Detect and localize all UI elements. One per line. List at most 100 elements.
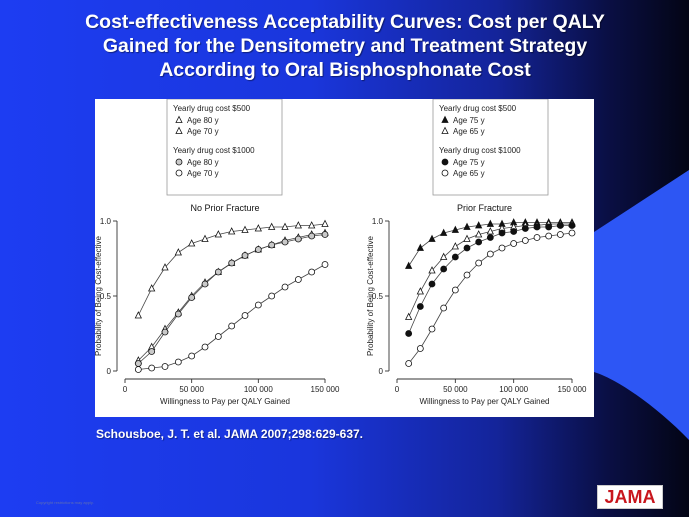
series-age-75-y-cost-1000 — [405, 222, 576, 337]
data-point-marker — [188, 294, 196, 301]
data-point-marker — [556, 231, 564, 238]
y-tick-label: 1.0 — [100, 217, 112, 226]
data-point-marker — [441, 158, 449, 166]
data-point-marker — [440, 265, 448, 273]
y-tick-label: 0.5 — [372, 292, 384, 301]
data-point-marker — [254, 246, 262, 253]
data-point-marker — [174, 310, 182, 318]
data-point-marker — [175, 126, 183, 134]
y-tick-label: 0 — [107, 367, 112, 376]
data-point-marker — [134, 360, 142, 367]
data-point-marker — [188, 239, 196, 247]
data-point-marker — [268, 241, 276, 249]
legend-group-heading: Yearly drug cost $1000 — [173, 146, 255, 155]
data-point-marker — [451, 225, 459, 233]
x-tick-label: 0 — [123, 385, 128, 394]
y-axis-label: Probability of Being Cost-effective — [95, 235, 103, 355]
legend-entry: Age 70 y — [187, 169, 219, 178]
data-point-marker — [486, 234, 494, 241]
legend-box — [432, 99, 549, 196]
data-point-marker — [241, 252, 249, 259]
data-point-marker — [175, 115, 183, 123]
data-point-marker — [308, 268, 316, 276]
data-point-marker — [510, 228, 518, 235]
data-point-marker — [254, 224, 262, 232]
y-tick-label: 0 — [379, 367, 384, 376]
data-point-marker — [405, 360, 413, 367]
data-point-marker — [451, 286, 459, 294]
data-point-marker — [545, 232, 553, 240]
data-point-marker — [148, 348, 156, 355]
data-point-marker — [416, 287, 424, 295]
data-point-marker — [416, 303, 424, 310]
legend-group-heading: Yearly drug cost $500 — [439, 104, 517, 113]
data-point-marker — [440, 252, 448, 260]
data-point-marker — [475, 259, 483, 267]
data-point-marker — [214, 333, 222, 340]
data-point-marker — [201, 234, 209, 242]
data-point-marker — [281, 283, 289, 291]
data-point-marker — [533, 223, 541, 231]
slide-title: Cost-effectiveness Acceptability Curves:… — [20, 10, 670, 82]
slide-title-line: Cost-effectiveness Acceptability Curves:… — [85, 11, 605, 33]
data-point-marker — [428, 280, 436, 288]
series-age-70-y-cost-1000 — [134, 261, 329, 373]
data-point-marker — [475, 238, 483, 246]
data-point-marker — [475, 221, 483, 229]
data-point-marker — [281, 238, 289, 246]
data-point-marker — [428, 234, 436, 242]
x-tick-label: 0 — [395, 385, 400, 394]
data-point-marker — [175, 169, 183, 177]
data-point-marker — [201, 343, 209, 351]
series-age-65-y-cost-1000 — [405, 229, 576, 367]
legend-entry: Age 65 y — [453, 169, 485, 178]
data-point-marker — [545, 223, 553, 231]
legend-entry: Age 75 y — [453, 116, 485, 125]
data-point-marker — [321, 231, 329, 238]
data-point-marker — [268, 292, 276, 300]
data-point-marker — [440, 228, 448, 236]
x-tick-label: 150 000 — [311, 385, 340, 394]
legend-entry: Age 80 y — [187, 158, 219, 167]
chart-figure: Yearly drug cost $500 Age 80 y Age 70 y Yea… — [95, 99, 587, 406]
data-point-marker — [416, 345, 424, 352]
data-point-marker — [281, 222, 289, 230]
data-point-marker — [416, 243, 424, 251]
data-point-marker — [441, 115, 449, 123]
data-point-marker — [486, 219, 494, 227]
data-point-marker — [148, 364, 156, 372]
data-point-marker — [498, 229, 506, 237]
data-point-marker — [441, 126, 449, 134]
slide-title-line: According to Oral Bisphosphonate Cost — [159, 59, 531, 81]
data-point-marker — [161, 263, 169, 271]
data-point-marker — [568, 222, 576, 229]
data-point-marker — [405, 261, 413, 269]
series-age-65-y-cost-500 — [405, 219, 576, 320]
legend-entry: Age 80 y — [187, 116, 219, 125]
jama-logo: JAMA — [597, 485, 663, 509]
data-point-marker — [294, 221, 302, 229]
data-point-marker — [533, 234, 541, 241]
data-point-marker — [486, 227, 494, 235]
y-tick-label: 1.0 — [372, 217, 384, 226]
series-age-70-y-cost-500 — [134, 228, 329, 364]
legend-entry: Age 70 y — [187, 127, 219, 136]
copyright-notice: Copyright restrictions may apply. — [36, 500, 94, 505]
data-point-marker — [463, 244, 471, 252]
x-tick-label: 150 000 — [558, 385, 587, 394]
data-point-marker — [568, 229, 576, 237]
chart-panel-no-prior-fracture: Yearly drug cost $500 Age 80 y Age 70 y Yea… — [95, 99, 340, 406]
data-point-marker — [451, 253, 459, 261]
data-point-marker — [188, 352, 196, 360]
panel-title: No Prior Fracture — [190, 203, 259, 213]
chart-legend: Yearly drug cost $500 Age 75 y Age 65 y Yea… — [432, 99, 549, 196]
legend-entry: Age 75 y — [453, 158, 485, 167]
slide-title-line: Gained for the Densitometry and Treatmen… — [102, 35, 588, 57]
data-point-marker — [521, 225, 529, 232]
data-point-marker — [228, 322, 236, 330]
data-point-marker — [321, 219, 329, 227]
data-point-marker — [241, 225, 249, 233]
legend-entry: Age 65 y — [453, 127, 485, 136]
data-point-marker — [174, 358, 182, 366]
data-point-marker — [463, 222, 471, 230]
